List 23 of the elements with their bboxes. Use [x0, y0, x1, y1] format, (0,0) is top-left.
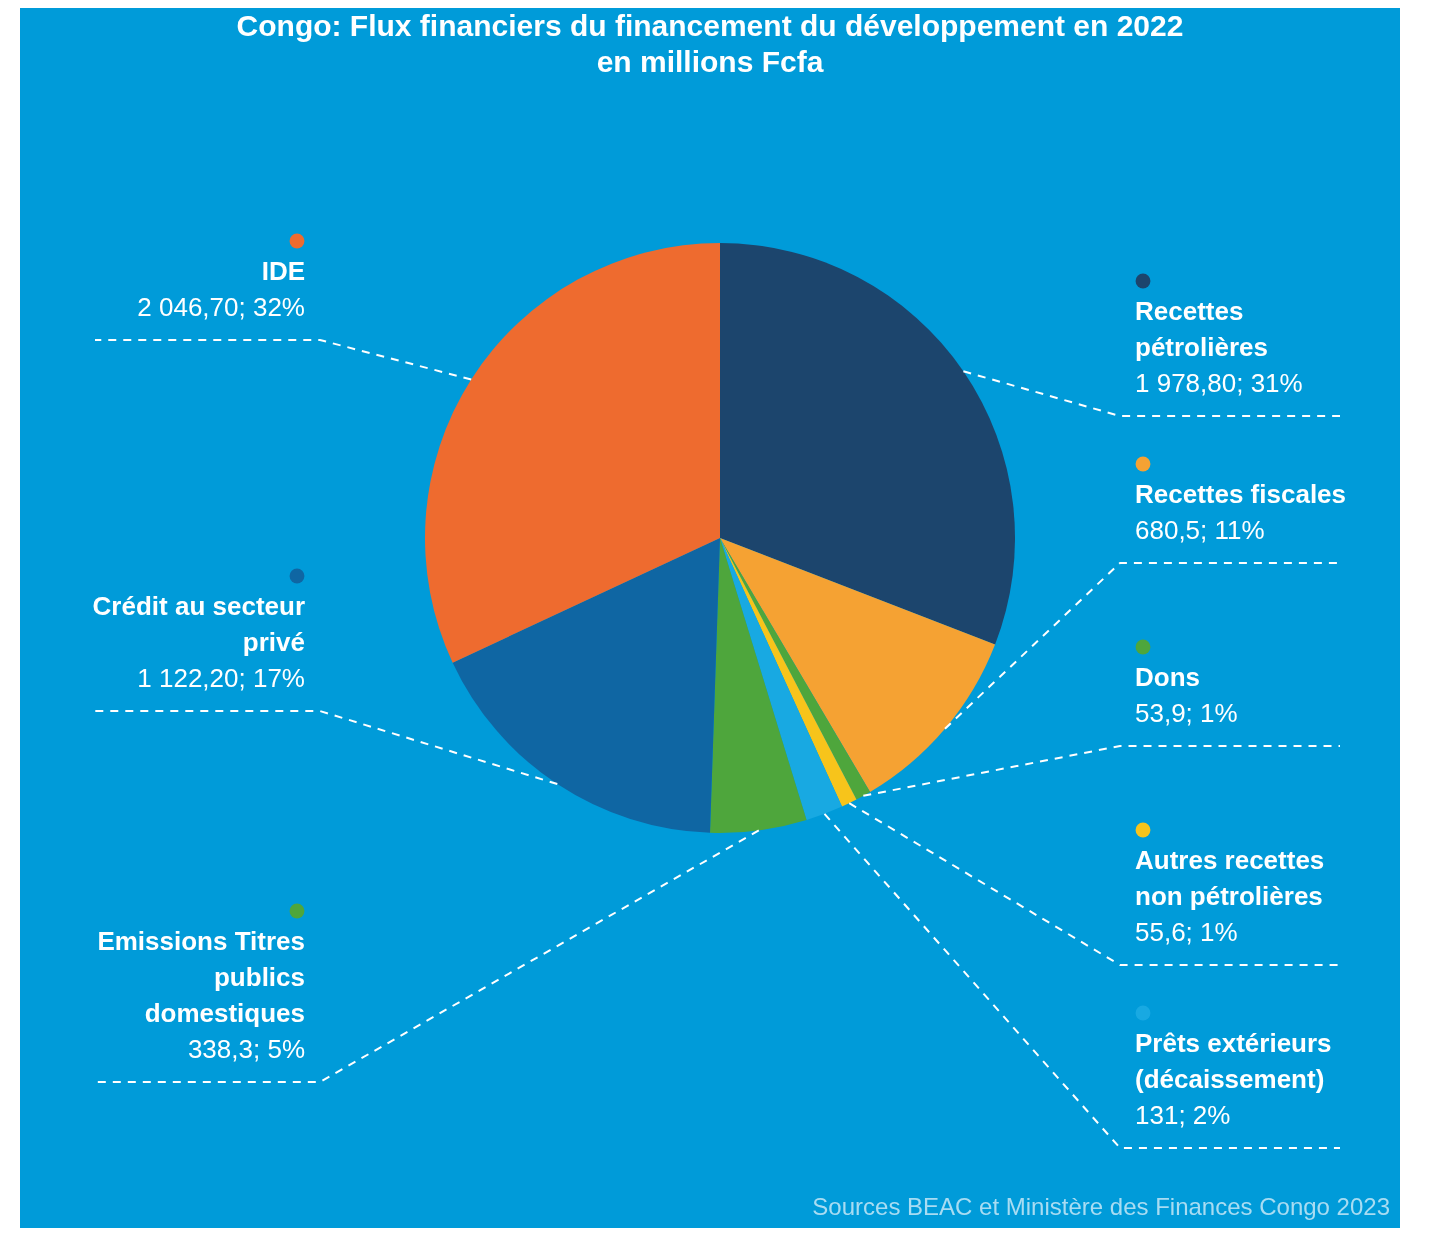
data-label: 131; 2%	[1135, 1100, 1231, 1130]
data-label: 1 978,80; 31%	[1135, 368, 1303, 398]
legend-label: Emissions Titres publics domestiques	[97, 926, 305, 1028]
legend-label: Prêts extérieurs (décaissement)	[1135, 1028, 1332, 1094]
legend-label: IDE	[261, 256, 305, 286]
data-label: 338,3; 5%	[187, 1034, 305, 1064]
legend-label: Dons	[1135, 662, 1200, 692]
legend-label: Recettes fiscales	[1135, 479, 1347, 509]
legend-label: Recettes pétrolières	[1135, 296, 1268, 362]
data-label: 680,5; 11%	[1135, 515, 1265, 545]
pie-slice	[720, 243, 1015, 645]
data-label: 2 046,70; 32%	[137, 292, 305, 322]
pie-slice	[425, 243, 720, 663]
data-label: 55,6; 1%	[1135, 917, 1238, 947]
chart-subtitle: en millions Fcfa	[596, 45, 824, 78]
data-label: 1 122,20; 17%	[137, 663, 305, 693]
legend-label: Crédit au secteur privé	[92, 591, 305, 657]
source-note: Sources BEAC et Ministère des Finances Congo 2023	[812, 1193, 1390, 1220]
chart-title: Congo: Flux financiers du financement du développement en 2022	[236, 9, 1184, 42]
legend-label: Autres recettes non pétrolières	[1135, 845, 1325, 911]
pie-slice	[452, 538, 720, 833]
pie-slice	[720, 538, 996, 792]
data-label: 53,9; 1%	[1135, 698, 1238, 728]
